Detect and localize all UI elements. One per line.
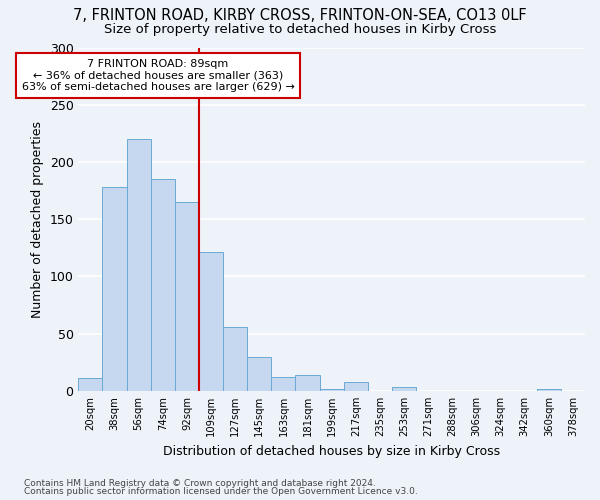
Bar — [199, 252, 223, 391]
Bar — [103, 187, 127, 391]
Bar — [127, 139, 151, 391]
Bar — [320, 388, 344, 391]
Bar — [344, 382, 368, 391]
Text: Size of property relative to detached houses in Kirby Cross: Size of property relative to detached ho… — [104, 22, 496, 36]
Bar — [175, 202, 199, 391]
Bar — [537, 388, 561, 391]
Bar — [392, 388, 416, 391]
Y-axis label: Number of detached properties: Number of detached properties — [31, 120, 44, 318]
Bar — [79, 378, 103, 391]
Text: Contains HM Land Registry data © Crown copyright and database right 2024.: Contains HM Land Registry data © Crown c… — [24, 478, 376, 488]
Text: 7 FRINTON ROAD: 89sqm
← 36% of detached houses are smaller (363)
63% of semi-det: 7 FRINTON ROAD: 89sqm ← 36% of detached … — [22, 59, 295, 92]
Text: 7, FRINTON ROAD, KIRBY CROSS, FRINTON-ON-SEA, CO13 0LF: 7, FRINTON ROAD, KIRBY CROSS, FRINTON-ON… — [73, 8, 527, 22]
Bar — [271, 377, 295, 391]
Bar — [295, 375, 320, 391]
Bar — [247, 356, 271, 391]
X-axis label: Distribution of detached houses by size in Kirby Cross: Distribution of detached houses by size … — [163, 444, 500, 458]
Text: Contains public sector information licensed under the Open Government Licence v3: Contains public sector information licen… — [24, 487, 418, 496]
Bar — [151, 179, 175, 391]
Bar — [223, 327, 247, 391]
